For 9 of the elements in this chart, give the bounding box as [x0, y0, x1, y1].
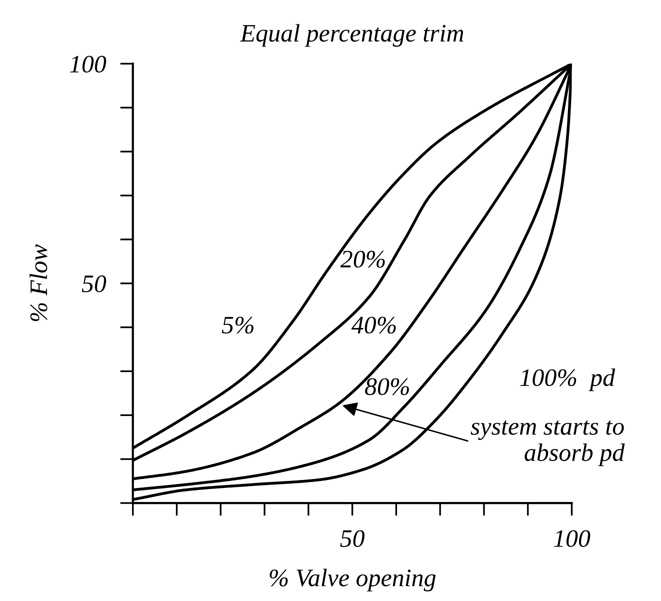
x-axis-title: % Valve opening	[270, 568, 436, 592]
series-label: 100% pd	[520, 368, 616, 392]
series-label: 20%	[340, 250, 385, 268]
series-label: 5%	[222, 316, 254, 334]
annotation: system starts to absorb pd	[470, 420, 625, 466]
chart-title: Equal percentage trim	[240, 24, 464, 47]
y-axis-title: % Flow	[30, 244, 48, 322]
series-label: 40%	[351, 316, 396, 334]
series-label: 80%	[365, 378, 409, 396]
